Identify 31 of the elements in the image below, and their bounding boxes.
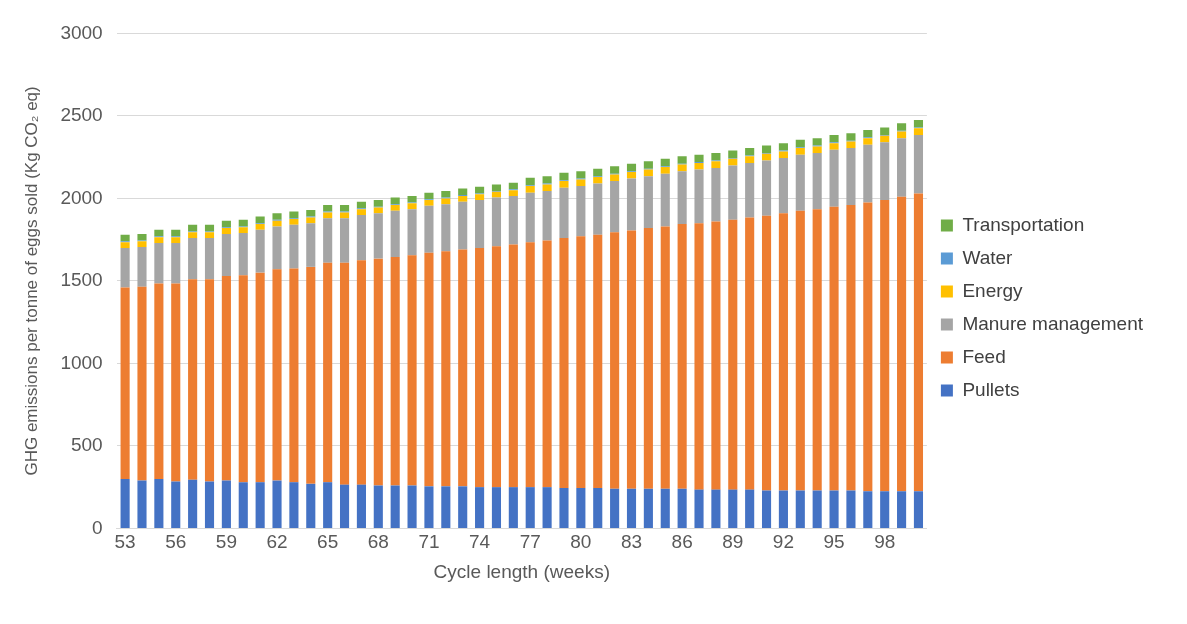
- y-tick-label: 0: [92, 516, 103, 538]
- x-tick-label: 92: [772, 531, 794, 553]
- x-tick-label: 59: [215, 531, 237, 553]
- x-tick-label: 53: [114, 531, 136, 553]
- x-tick-label: 98: [874, 531, 896, 553]
- x-tick-label: 74: [469, 531, 491, 553]
- legend-label: Transportation: [962, 213, 1085, 235]
- legend-label: Energy: [962, 279, 1024, 301]
- x-tick-label: 86: [671, 531, 693, 553]
- x-tick-label: 95: [823, 531, 845, 553]
- legend-label: Water: [962, 246, 1014, 268]
- x-tick-label: 80: [570, 531, 592, 553]
- legend-label: Manure management: [962, 312, 1144, 334]
- y-tick-label: 3000: [60, 21, 103, 43]
- legend-label: Feed: [962, 345, 1006, 367]
- y-tick-label: 2000: [60, 186, 103, 208]
- x-tick-label: 56: [165, 531, 187, 553]
- y-tick-label: 500: [70, 434, 103, 456]
- x-tick-label: 83: [620, 531, 643, 553]
- x-tick-label: 71: [418, 531, 440, 553]
- x-axis-title: Cycle length (weeks): [433, 560, 610, 582]
- y-axis-title: GHG emissions per tonne of eggs sold (Kg CO₂ eq): [21, 86, 41, 476]
- x-tick-label: 62: [266, 531, 288, 553]
- x-tick-label: 65: [317, 531, 339, 553]
- y-tick-label: 2500: [60, 104, 103, 126]
- y-tick-label: 1500: [60, 269, 103, 291]
- legend-label: Pullets: [962, 378, 1020, 400]
- x-tick-label: 89: [722, 531, 744, 553]
- y-tick-label: 1000: [60, 351, 103, 373]
- x-tick-label: 68: [367, 531, 389, 553]
- x-tick-label: 77: [519, 531, 541, 553]
